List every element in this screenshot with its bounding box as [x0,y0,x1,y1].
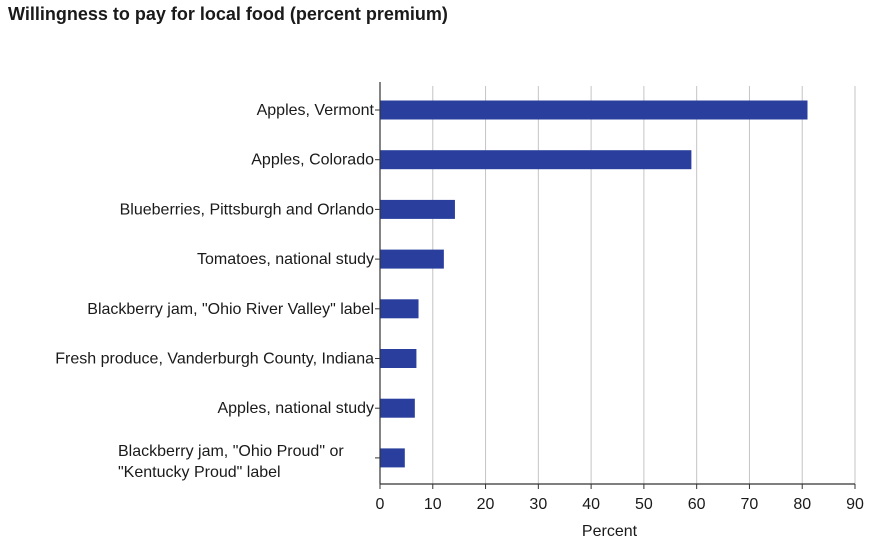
category-label-line: "Kentucky Proud" label [118,464,281,481]
x-tick-label: 50 [635,496,653,513]
bar [380,249,444,269]
x-tick-label: 0 [376,496,385,513]
x-tick-label: 60 [688,496,706,513]
bar [380,349,417,368]
bar [380,398,415,418]
category-label: Fresh produce, Vanderburgh County, India… [55,351,374,368]
category-label: Apples, national study [217,400,374,417]
category-label: Blackberry jam, "Ohio River Valley" labe… [87,301,374,318]
category-label: Blackberry jam, "Ohio Proud" or "Kentucky… [118,443,344,481]
bar [380,100,808,120]
bar [380,150,692,170]
category-label: Apples, Colorado [251,152,374,169]
x-tick-label: 70 [741,496,759,513]
x-tick-label: 20 [477,496,495,513]
x-tick-label: 90 [846,496,864,513]
bar [380,199,455,219]
x-tick-label: 10 [424,496,442,513]
category-label-line: Blackberry jam, "Ohio Proud" or [118,443,344,460]
x-tick-label: 80 [793,496,811,513]
x-axis-label: Percent [582,523,638,540]
bar [380,299,419,319]
bar [380,448,405,468]
chart-title: Willingness to pay for local food (perce… [8,4,448,24]
x-tick-label: 40 [582,496,600,513]
x-tick-label: 30 [529,496,547,513]
category-label: Apples, Vermont [257,102,375,119]
category-label: Tomatoes, national study [197,251,374,268]
category-label: Blueberries, Pittsburgh and Orlando [120,201,374,218]
